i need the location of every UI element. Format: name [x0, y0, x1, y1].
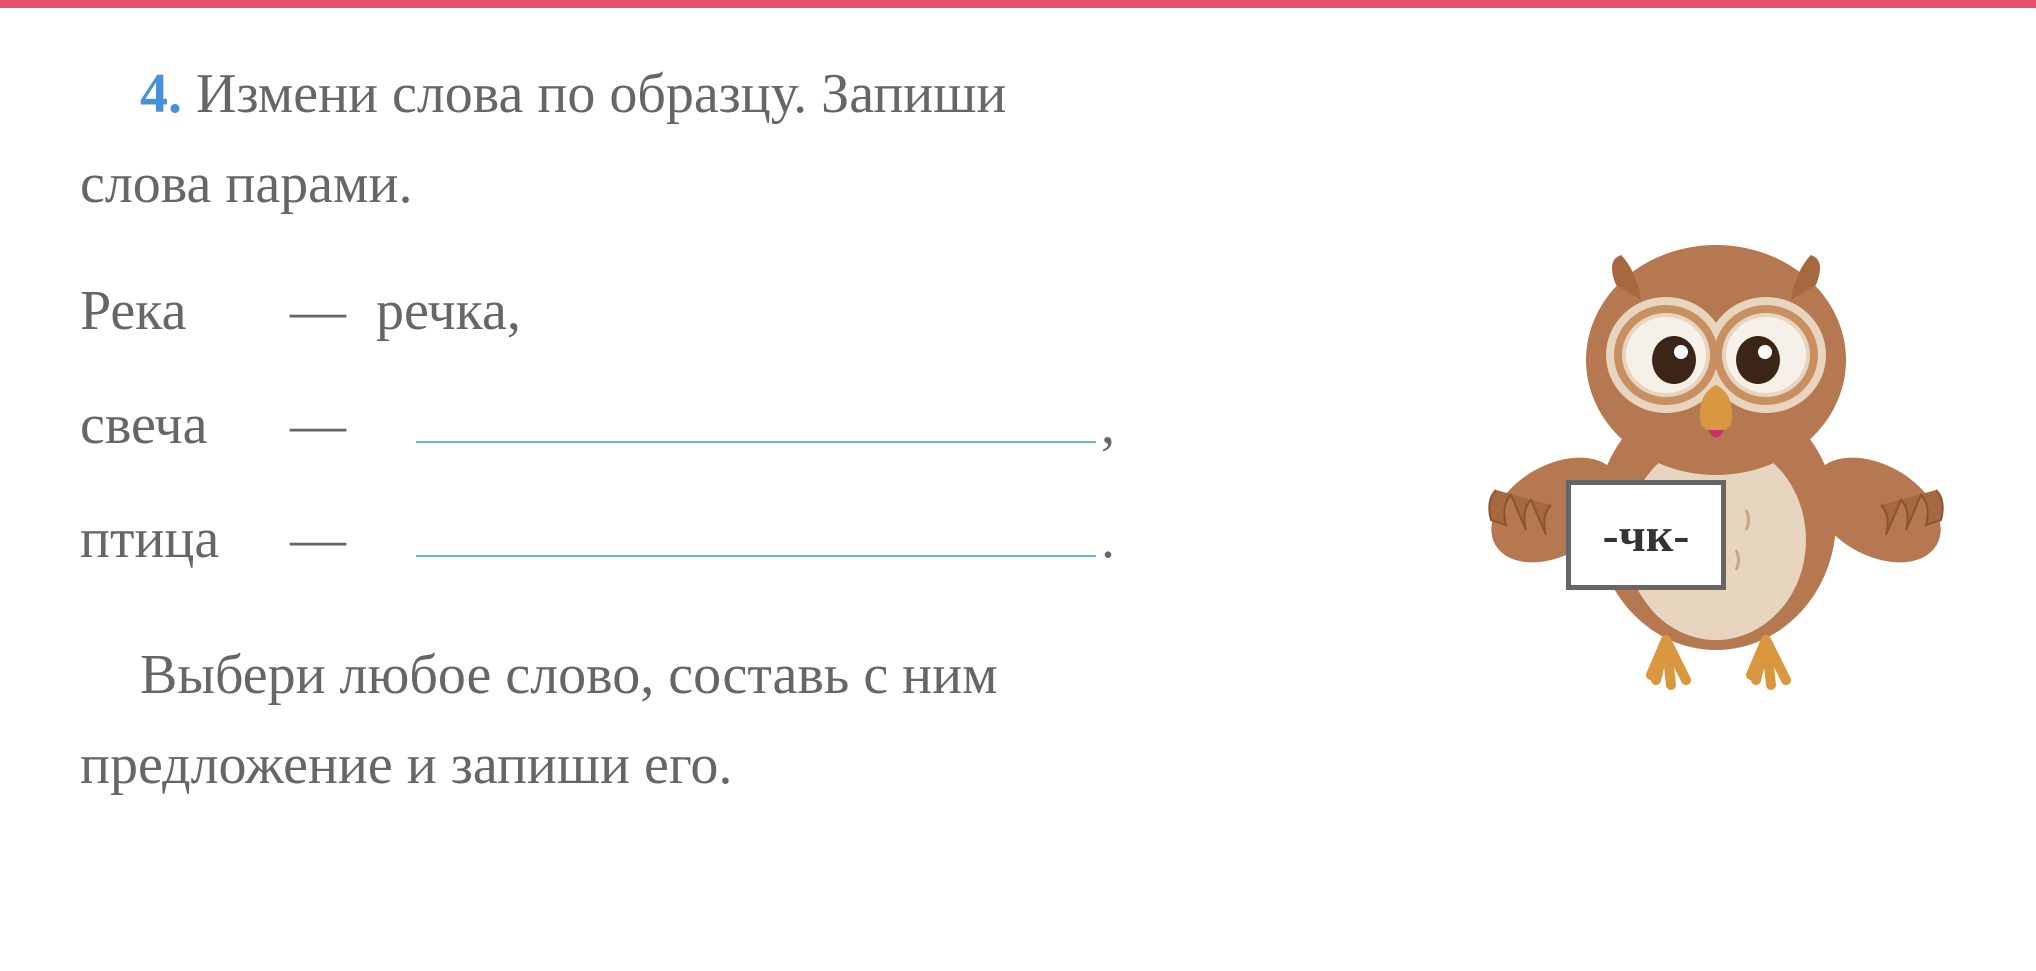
fill-line-2[interactable]	[416, 517, 1096, 557]
dash-3: —	[290, 507, 346, 571]
comma-1: ,	[1101, 393, 1115, 457]
fill-line-1[interactable]	[416, 403, 1096, 443]
instruction2-line1: Выбери любое слово, составь с ним	[140, 631, 1640, 721]
instruction-text-1: Измени слова по образцу. Запиши	[196, 63, 1006, 125]
instruction-text-2: слова парами.	[80, 153, 412, 215]
word-left-1: Река	[80, 279, 260, 343]
instruction-continuation: слова парами.	[80, 140, 1956, 230]
top-border	[0, 0, 2036, 8]
period-1: .	[1101, 507, 1115, 571]
dash-2: —	[290, 393, 346, 457]
dash-1: —	[290, 279, 346, 343]
instruction2-line2: предложение и запиши его.	[80, 721, 1640, 811]
task-instruction-1: 4. Измени слова по образцу. Запиши	[140, 50, 1956, 140]
word-right-1: речка,	[376, 279, 521, 343]
word-left-3: птица	[80, 507, 260, 571]
task-instruction-2: Выбери любое слово, составь с ним предло…	[140, 631, 1640, 810]
sign-text: -чк-	[1603, 508, 1690, 563]
sign-box: -чк-	[1566, 480, 1726, 590]
content-area: 4. Измени слова по образцу. Запиши слова…	[80, 50, 1956, 961]
task-number: 4.	[140, 63, 182, 125]
word-left-2: свеча	[80, 393, 260, 457]
